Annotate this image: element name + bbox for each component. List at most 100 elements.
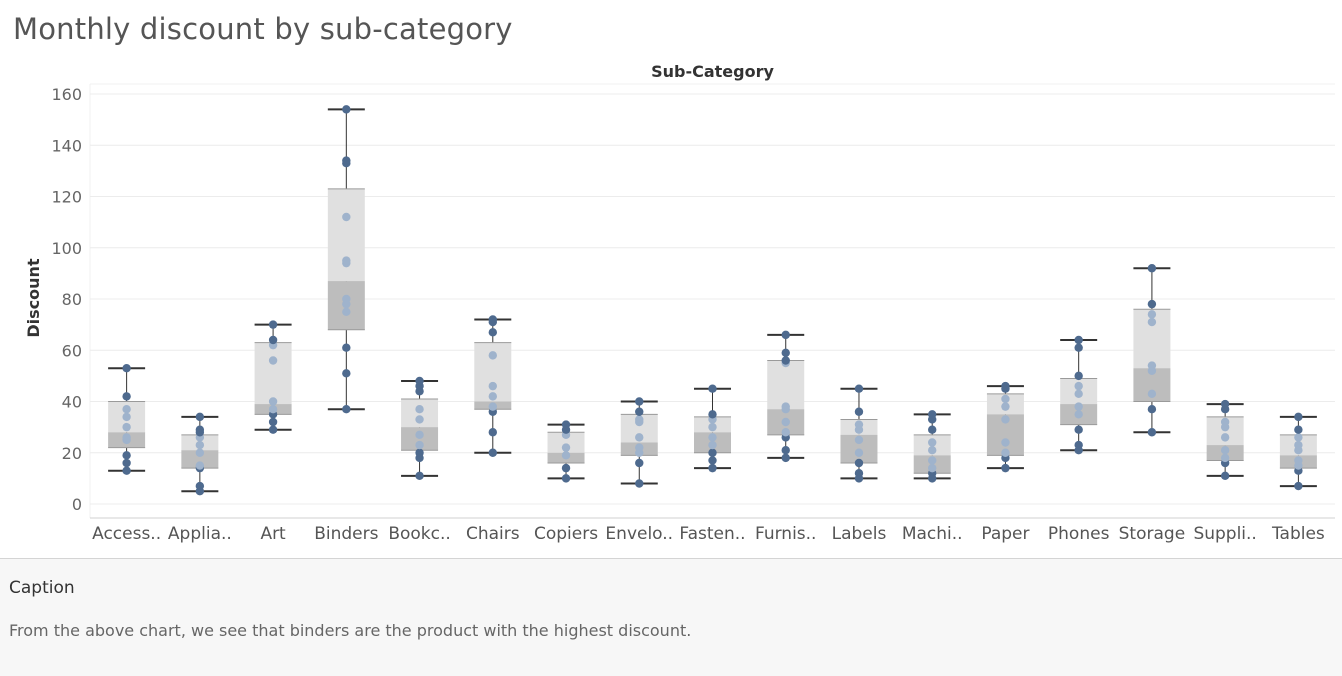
data-point bbox=[195, 461, 205, 470]
data-point bbox=[342, 294, 351, 304]
data-point bbox=[1074, 410, 1083, 419]
data-point bbox=[1220, 417, 1230, 427]
data-point bbox=[708, 440, 717, 450]
data-point bbox=[635, 415, 644, 424]
data-point bbox=[561, 420, 571, 429]
data-point bbox=[854, 448, 864, 457]
data-point bbox=[122, 422, 131, 432]
data-point bbox=[1001, 438, 1010, 447]
caption-panel bbox=[0, 558, 1342, 676]
data-point bbox=[195, 412, 205, 422]
y-tick-label: 20 bbox=[62, 444, 82, 463]
data-point bbox=[488, 381, 497, 391]
data-point bbox=[708, 384, 717, 393]
data-point bbox=[1220, 453, 1230, 463]
data-point bbox=[342, 343, 351, 352]
data-point bbox=[1147, 264, 1157, 273]
data-point bbox=[1074, 371, 1083, 381]
data-point bbox=[928, 445, 937, 455]
data-point bbox=[635, 443, 644, 452]
data-point bbox=[1147, 428, 1157, 437]
data-point bbox=[122, 404, 131, 414]
data-point bbox=[342, 307, 351, 317]
data-point bbox=[781, 356, 790, 365]
data-point bbox=[561, 474, 571, 483]
data-point bbox=[781, 428, 790, 437]
data-point bbox=[708, 410, 717, 419]
x-tick-label: Labels bbox=[832, 524, 887, 544]
data-point bbox=[781, 453, 790, 463]
x-tick-label: Storage bbox=[1119, 524, 1186, 544]
data-point bbox=[195, 425, 205, 434]
data-point bbox=[342, 156, 351, 165]
data-point bbox=[1220, 445, 1230, 455]
y-tick-label: 120 bbox=[51, 188, 82, 207]
data-point bbox=[1294, 412, 1303, 422]
x-tick-label: Envelo.. bbox=[605, 524, 673, 544]
data-point bbox=[561, 463, 571, 473]
data-point bbox=[268, 404, 278, 414]
x-tick-label: Suppli.. bbox=[1193, 524, 1256, 544]
data-point bbox=[635, 458, 644, 468]
data-point bbox=[415, 471, 424, 481]
data-point bbox=[1001, 394, 1010, 404]
box-upper bbox=[767, 360, 805, 410]
data-point bbox=[1074, 381, 1083, 391]
data-point bbox=[854, 407, 864, 416]
x-tick-label: Art bbox=[260, 524, 286, 544]
x-tick-label: Binders bbox=[314, 524, 378, 544]
data-point bbox=[1220, 399, 1230, 409]
data-point bbox=[122, 392, 131, 401]
data-point bbox=[1147, 361, 1157, 370]
data-point bbox=[854, 435, 864, 445]
box-plot-chart: 0 20 40 60 80 100 120 140 160 Sub-Category Discoun… bbox=[24, 62, 1335, 544]
data-point bbox=[415, 430, 424, 440]
y-tick-label: 160 bbox=[51, 85, 82, 104]
box-upper bbox=[254, 342, 292, 405]
data-point bbox=[415, 376, 424, 386]
x-tick-label: Phones bbox=[1048, 524, 1110, 544]
data-point bbox=[1147, 404, 1157, 414]
data-point bbox=[708, 433, 717, 442]
data-point bbox=[268, 356, 278, 365]
data-point bbox=[781, 402, 790, 411]
x-tick-label: Access.. bbox=[92, 524, 161, 544]
data-point bbox=[268, 335, 278, 345]
data-point bbox=[1147, 389, 1157, 399]
data-point bbox=[1294, 456, 1303, 465]
data-point bbox=[1001, 381, 1010, 391]
x-tick-label: Machi.. bbox=[902, 524, 963, 544]
y-tick-label: 0 bbox=[72, 495, 82, 514]
data-point bbox=[1074, 402, 1083, 411]
data-point bbox=[268, 417, 278, 427]
data-point bbox=[122, 363, 131, 373]
data-point bbox=[635, 407, 644, 416]
x-tick-label: Copiers bbox=[534, 524, 598, 544]
data-point bbox=[854, 384, 864, 393]
x-tick-label: Applia.. bbox=[168, 524, 232, 544]
data-point bbox=[488, 402, 497, 411]
data-point bbox=[1147, 299, 1157, 309]
data-point bbox=[342, 404, 351, 414]
x-tick-label: Paper bbox=[981, 524, 1029, 544]
data-point bbox=[561, 443, 571, 452]
y-axis-label: Discount bbox=[24, 258, 43, 338]
x-tick-label: Bookc.. bbox=[388, 524, 450, 544]
data-point bbox=[708, 448, 717, 457]
data-point bbox=[1147, 317, 1157, 327]
data-point bbox=[708, 463, 717, 473]
data-point bbox=[928, 410, 937, 419]
data-point bbox=[268, 425, 278, 434]
data-point bbox=[415, 440, 424, 450]
y-tick-label: 80 bbox=[62, 290, 82, 309]
data-point bbox=[268, 397, 278, 406]
data-point bbox=[708, 456, 717, 465]
data-point bbox=[342, 256, 351, 265]
data-point bbox=[1074, 440, 1083, 450]
data-point bbox=[781, 417, 790, 427]
data-point bbox=[928, 456, 937, 465]
data-point bbox=[1294, 425, 1303, 434]
data-point bbox=[488, 351, 497, 360]
data-point bbox=[195, 448, 205, 457]
data-point bbox=[1294, 481, 1303, 491]
